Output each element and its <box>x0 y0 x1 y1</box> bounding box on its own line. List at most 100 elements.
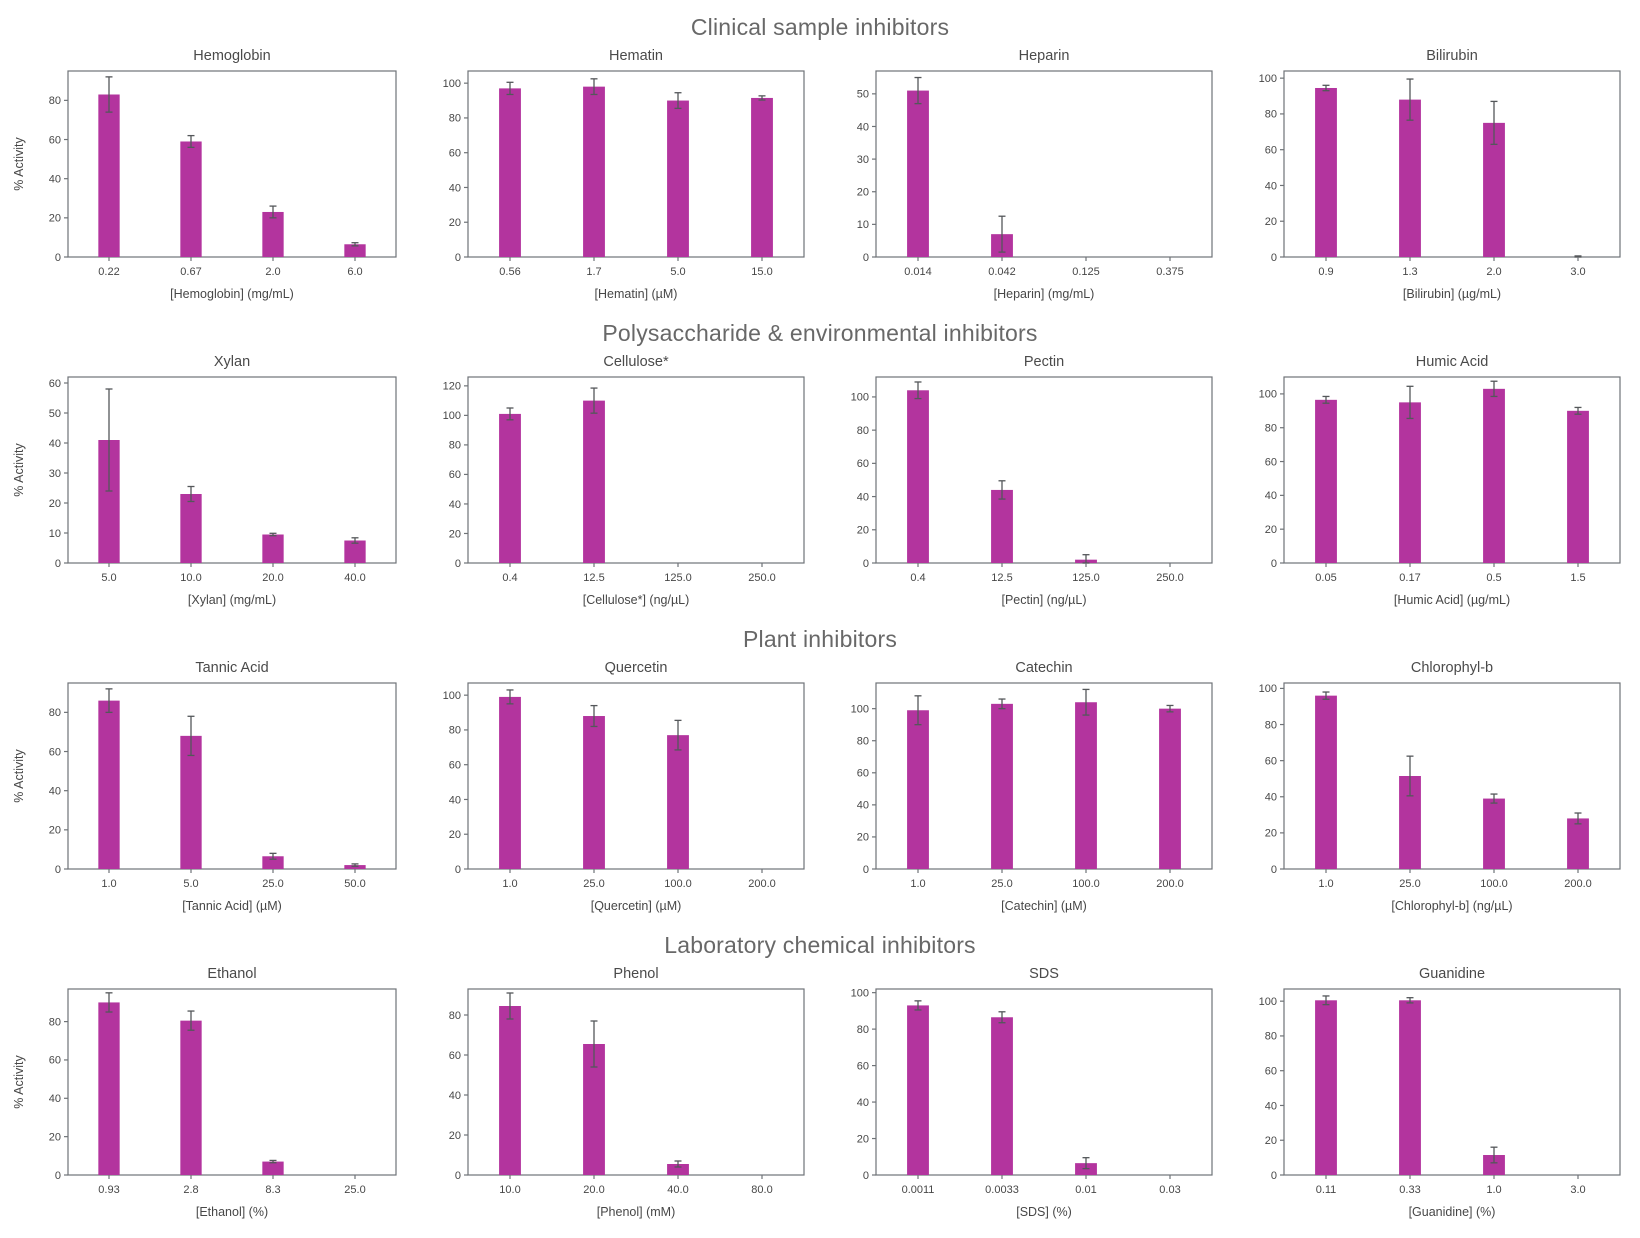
y-tick-label: 0 <box>55 558 61 570</box>
chart-row-clinical: Hemoglobin 0 20 40 60 80 0.22 0.67 2.0 6.0 [Hemogl… <box>10 45 1630 312</box>
plot-border <box>1283 376 1621 564</box>
chart-cell-cellulose: Cellulose* 0 20 40 60 80 100 120 0.4 12.5 125.0 250… <box>418 351 814 618</box>
chart-title: Pectin <box>1024 354 1064 370</box>
y-tick-label: 100 <box>443 410 461 422</box>
chart-cell-sds: SDS 0 20 40 60 80 100 0.0011 0.0033 0.01 0.03 [SDS]… <box>826 963 1222 1230</box>
x-tick-label: 0.014 <box>904 266 932 278</box>
chart-title: Chlorophyl-b <box>1411 660 1493 676</box>
bar <box>1315 399 1337 563</box>
chart-cell-humic-acid: Humic Acid 0 20 40 60 80 100 0.05 0.17 0.5 1.5 [Hum… <box>1234 351 1630 618</box>
plot-border <box>467 376 805 564</box>
x-tick-label: 1.5 <box>1570 572 1585 584</box>
plot-border <box>875 682 1213 870</box>
y-tick-label: 40 <box>449 499 461 511</box>
bar <box>907 1005 929 1175</box>
x-tick-label: 1.0 <box>502 878 517 890</box>
plot-border <box>67 70 397 258</box>
y-tick-label: 60 <box>449 1050 461 1062</box>
y-tick-label: 80 <box>857 1024 869 1036</box>
chart-title: SDS <box>1029 966 1059 982</box>
y-tick-label: 100 <box>1259 389 1277 401</box>
y-tick-label: 40 <box>1265 180 1277 192</box>
section-polysaccharide-environmental-inhibitors: Polysaccharide & environmental inhibitor… <box>10 320 1630 618</box>
x-tick-label: 200.0 <box>748 878 776 890</box>
y-tick-label: 40 <box>857 121 869 133</box>
chart-heparin: Heparin 0 10 20 30 40 50 0.014 0.042 0.125 0.375 [H… <box>857 48 1213 301</box>
bar <box>262 534 284 563</box>
y-tick-label: 50 <box>857 89 869 101</box>
y-tick-label: 60 <box>1265 144 1277 156</box>
y-tick-label: 80 <box>49 1016 61 1028</box>
y-tick-label: 60 <box>1265 755 1277 767</box>
bar <box>583 1044 605 1175</box>
x-axis-label: [Xylan] (mg/mL) <box>188 593 276 607</box>
y-tick-label: 20 <box>49 498 61 510</box>
x-axis-label: [Catechin] (µM) <box>1001 899 1087 913</box>
chart-chlorophyl-b: Chlorophyl-b 0 20 40 60 80 100 1.0 25.0 100.0 200.… <box>1259 660 1621 913</box>
x-tick-label: 5.0 <box>101 572 116 584</box>
y-tick-label: 60 <box>449 148 461 160</box>
chart-title: Cellulose* <box>603 354 669 370</box>
y-tick-label: 60 <box>1265 456 1277 468</box>
bar <box>98 1002 120 1175</box>
bar <box>667 100 689 257</box>
bar <box>667 735 689 869</box>
x-axis-label: [Ethanol] (%) <box>196 1205 268 1219</box>
chart-cell-hemoglobin: Hemoglobin 0 20 40 60 80 0.22 0.67 2.0 6.0 [Hemogl… <box>10 45 406 312</box>
chart-cell-xylan: Xylan 0 10 20 30 40 50 60 5.0 10.0 20.0 40.0 [Xylan]… <box>10 351 406 618</box>
y-tick-label: 60 <box>857 768 869 780</box>
y-tick-label: 20 <box>449 829 461 841</box>
bar <box>907 710 929 869</box>
bar <box>583 716 605 869</box>
bar <box>991 703 1013 869</box>
y-tick-label: 20 <box>857 187 869 199</box>
bar <box>499 88 521 257</box>
section-title: Clinical sample inhibitors <box>690 14 950 40</box>
y-tick-label: 100 <box>851 987 869 999</box>
y-axis-label: % Activity <box>12 749 26 803</box>
y-tick-label: 50 <box>49 408 61 420</box>
x-tick-label: 0.4 <box>502 572 517 584</box>
bar <box>1399 776 1421 869</box>
y-tick-label: 80 <box>857 425 869 437</box>
y-tick-label: 60 <box>857 458 869 470</box>
x-tick-label: 0.0033 <box>985 1184 1019 1196</box>
y-axis-label: % Activity <box>12 137 26 191</box>
x-axis-label: [Guanidine] (%) <box>1409 1205 1496 1219</box>
y-tick-label: 40 <box>449 182 461 194</box>
plot-border <box>1283 988 1621 1176</box>
y-tick-label: 20 <box>1265 216 1277 228</box>
chart-cell-ethanol: Ethanol 0 20 40 60 80 0.93 2.8 8.3 25.0 [Ethanol] … <box>10 963 406 1230</box>
y-tick-label: 0 <box>1271 558 1277 570</box>
bar <box>1315 695 1337 869</box>
y-tick-label: 20 <box>49 825 61 837</box>
x-axis-label: [Hemoglobin] (mg/mL) <box>170 287 294 301</box>
bar <box>1483 122 1505 257</box>
bar <box>1075 702 1097 869</box>
x-axis-label: [Phenol] (mM) <box>597 1205 676 1219</box>
chart-phenol: Phenol 0 20 40 60 80 10.0 20.0 40.0 80.0 [Phenol] … <box>449 966 805 1219</box>
bar <box>1399 1000 1421 1175</box>
y-tick-label: 80 <box>1265 719 1277 731</box>
y-tick-label: 60 <box>49 134 61 146</box>
x-tick-label: 50.0 <box>344 878 365 890</box>
bar <box>667 1164 689 1175</box>
bar <box>1315 1000 1337 1175</box>
y-axis-label: % Activity <box>12 443 26 497</box>
y-tick-label: 0 <box>455 864 461 876</box>
section-laboratory-chemical-inhibitors: Laboratory chemical inhibitors Ethanol 0 2… <box>10 932 1630 1230</box>
bar <box>991 1017 1013 1175</box>
plot-border <box>875 70 1213 258</box>
y-tick-label: 80 <box>1265 109 1277 121</box>
chart-title: Hemoglobin <box>193 48 270 64</box>
x-tick-label: 25.0 <box>262 878 283 890</box>
chart-title: Bilirubin <box>1426 48 1478 64</box>
x-tick-label: 1.7 <box>586 266 601 278</box>
bar <box>583 400 605 563</box>
chart-title: Guanidine <box>1419 966 1485 982</box>
chart-cell-quercetin: Quercetin 0 20 40 60 80 100 1.0 25.0 100.0 200.0 [Q… <box>418 657 814 924</box>
bar <box>1315 87 1337 257</box>
y-tick-label: 80 <box>1265 1031 1277 1043</box>
plot-border <box>67 376 397 564</box>
x-tick-label: 1.0 <box>910 878 925 890</box>
